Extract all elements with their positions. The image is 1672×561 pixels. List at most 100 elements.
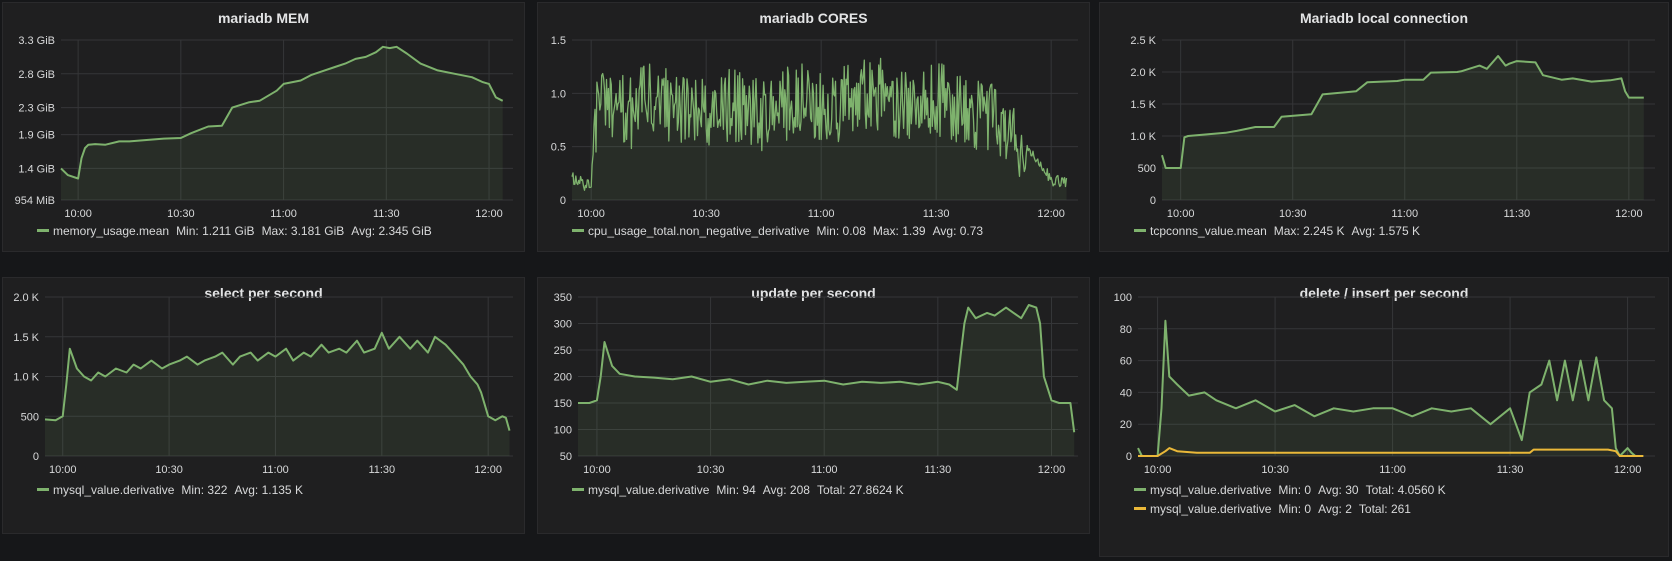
y-tick-label: 500 [21, 411, 39, 423]
legend-item[interactable]: memory_usage.mean Min: 1.211 GiB Max: 3.18… [37, 224, 432, 238]
series-line[interactable] [60, 45, 504, 180]
legend-stat-value: 27.8624 K [848, 483, 904, 497]
series-line[interactable] [1137, 319, 1644, 457]
legend-stat-value: 0 [1304, 483, 1312, 497]
x-tick-label: 11:00 [808, 208, 835, 218]
y-tick-label: 2.0 K [13, 292, 39, 304]
y-tick-label: 20 [1120, 419, 1132, 431]
legend-stat-label: Max: [1273, 224, 1300, 238]
legend-stat-value: 30 [1345, 483, 1359, 497]
legend-item[interactable]: mysql_value.derivative Min: 0 Avg: 30 Total… [1134, 483, 1446, 497]
series-line[interactable] [1138, 447, 1644, 457]
legend-stat-label: Min: [176, 224, 199, 238]
legend-series-name[interactable]: mysql_value.derivative [1150, 483, 1272, 497]
legend-swatch [1134, 229, 1146, 233]
legend-series-name[interactable]: mysql_value.derivative [53, 483, 175, 497]
legend-swatch [1134, 507, 1146, 511]
y-tick-label: 150 [554, 398, 572, 410]
series-area [45, 332, 510, 456]
legend-swatch [1134, 488, 1146, 492]
y-tick-label: 2.8 GiB [18, 69, 55, 81]
series-line[interactable] [578, 304, 1076, 433]
x-tick-label: 12:00 [475, 208, 503, 218]
legend-stat-value: 322 [207, 483, 228, 497]
legend-stat-value: 1.211 GiB [202, 224, 255, 238]
legend-stat-value: 1.135 K [261, 483, 303, 497]
x-tick-label: 12:00 [1615, 208, 1643, 218]
series-line[interactable] [44, 331, 511, 431]
x-tick-label: 10:00 [64, 208, 92, 218]
panel-title[interactable]: Mariadb local connection [1299, 10, 1469, 26]
y-tick-label: 2.5 K [1130, 35, 1156, 47]
panel-title[interactable]: mariadb CORES [759, 10, 868, 26]
panel-delete-insert-per-second[interactable]: delete / insert per second 0 20 40 60 80 100 1… [1099, 277, 1669, 557]
legend-swatch [37, 488, 49, 492]
x-tick-label: 10:00 [1144, 464, 1172, 476]
legend-stat-value: 1.39 [902, 224, 926, 238]
x-tick-label: 10:30 [1261, 464, 1289, 476]
panel-mariadb-local-connection[interactable]: Mariadb local connection 0 500 1.0 K 1.5 K 2… [1099, 2, 1669, 252]
legend-item[interactable]: cpu_usage_total.non_negative_derivative M… [572, 224, 983, 238]
x-tick-label: 12:00 [1037, 208, 1065, 218]
panel-select-per-second[interactable]: select per second 0 500 1.0 K 1.5 K 2.0 K 10:… [2, 277, 525, 534]
legend-item[interactable]: tcpconns_value.mean Max: 2.245 K Avg: 1.57… [1134, 224, 1420, 238]
panel-mariadb-cores[interactable]: mariadb CORES 0 0.5 1.0 1.5 10:00 10:30 11:00 1… [537, 2, 1090, 252]
legend-stat-label: Avg: [1351, 224, 1376, 238]
y-tick-label: 2.0 K [1130, 67, 1156, 79]
legend-stat-label: Total: [816, 483, 846, 497]
y-tick-label: 60 [1120, 356, 1132, 368]
chart-plot: 0 500 1.0 K 1.5 K 2.0 K 10:00 10:30 11:00 11:30 1… [13, 292, 513, 476]
legend-stat-label: Max: [261, 224, 288, 238]
legend-stat-label: Avg: [1318, 502, 1342, 516]
y-tick-label: 1.0 K [13, 372, 39, 384]
panel-title[interactable]: mariadb MEM [217, 10, 309, 26]
y-tick-label: 0 [33, 451, 39, 463]
series-area [1162, 56, 1644, 200]
legend-stat-value: 2.345 GiB [378, 224, 432, 238]
legend-swatch [37, 229, 49, 233]
panel-mariadb-mem[interactable]: mariadb MEM 954 MiB 1.4 GiB 1.9 GiB 2.3 GiB… [2, 2, 525, 252]
series-line[interactable] [1161, 55, 1644, 169]
x-tick-label: 10:30 [692, 208, 720, 218]
legend-stat-value: 3.181 GiB [290, 224, 345, 238]
legend-item[interactable]: mysql_value.derivative Min: 0 Avg: 2 Total:… [1134, 502, 1411, 516]
x-tick-label: 11:30 [373, 208, 400, 218]
legend-stat-value: 4.0560 K [1397, 483, 1446, 497]
x-tick-label: 11:30 [368, 464, 395, 476]
x-tick-label: 11:30 [1503, 208, 1530, 218]
legend-series-name[interactable]: mysql_value.derivative [1150, 502, 1272, 516]
y-tick-label: 3.3 GiB [18, 35, 55, 47]
series-line[interactable] [571, 57, 1068, 191]
y-tick-label: 80 [1120, 324, 1132, 336]
y-tick-label: 40 [1120, 387, 1132, 399]
legend-stat-value: 94 [742, 483, 756, 497]
legend-stat-value: 0 [1304, 502, 1312, 516]
series-area [61, 46, 503, 200]
legend-stat-value: 261 [1390, 502, 1411, 516]
legend-series-name[interactable]: memory_usage.mean [53, 224, 170, 238]
panel-update-per-second[interactable]: update per second 50 100 150 200 250 300 350 10… [537, 277, 1090, 534]
y-tick-label: 0 [1150, 195, 1156, 207]
legend-series-name[interactable]: tcpconns_value.mean [1150, 224, 1267, 238]
legend-series-name[interactable]: cpu_usage_total.non_negative_derivative [588, 224, 810, 238]
legend-stat-value: 2.245 K [1303, 224, 1345, 238]
legend-item[interactable]: mysql_value.derivative Min: 94 Avg: 208 Tot… [572, 483, 904, 497]
legend-series-name[interactable]: mysql_value.derivative [588, 483, 710, 497]
legend-stat-value: 2 [1345, 502, 1352, 516]
legend-swatch [572, 229, 584, 233]
series-area [578, 305, 1075, 456]
legend-item[interactable]: mysql_value.derivative Min: 322 Avg: 1.135… [37, 483, 303, 497]
legend-stat-label: Avg: [932, 224, 957, 238]
chart-plot: 0 0.5 1.0 1.5 10:00 10:30 11:00 11:30 12:00 [551, 35, 1078, 218]
x-tick-label: 10:30 [697, 464, 725, 476]
x-tick-label: 10:30 [167, 208, 195, 218]
x-tick-label: 10:30 [155, 464, 183, 476]
x-tick-label: 10:30 [1279, 208, 1307, 218]
y-tick-label: 300 [554, 319, 572, 331]
legend-stat-value: 0.08 [842, 224, 866, 238]
y-tick-label: 1.5 K [1130, 99, 1156, 111]
y-tick-label: 1.0 [551, 88, 566, 100]
x-tick-label: 11:30 [924, 464, 951, 476]
legend-swatch [572, 488, 584, 492]
